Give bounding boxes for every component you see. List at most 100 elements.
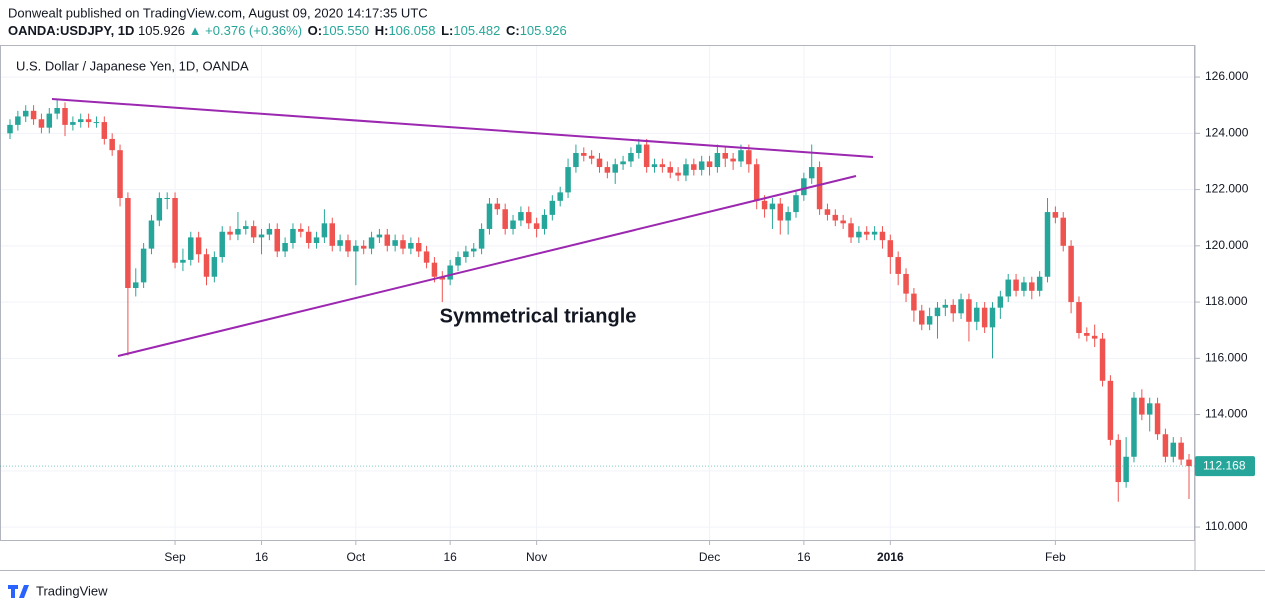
candle-body [659,164,666,168]
candle-body [1076,302,1082,333]
candle-body [463,251,469,258]
grid-layer [0,45,1195,540]
candle-body [816,167,823,210]
candle-body [596,158,603,168]
candle-body [211,257,218,277]
candle-body [62,108,68,125]
candle-body [1021,282,1027,291]
candle-body [7,124,13,134]
candle-body [376,234,383,238]
candle-body [1178,442,1184,460]
candle-body [54,108,60,114]
price: 105.926 [138,23,185,38]
candle-body [258,234,265,238]
candle-body [447,265,453,280]
chart-title: U.S. Dollar / Japanese Yen, 1D, OANDA [16,58,249,73]
candle-body [518,212,524,221]
candle-body [989,307,996,328]
candle-body [93,122,100,124]
candle-body [1060,217,1066,246]
candle-body [15,116,21,125]
y-tick-label: 126.000 [1205,69,1249,83]
candle-body [926,316,933,325]
candle-body [588,155,595,159]
candle-body [1029,282,1035,291]
candle-body [38,119,45,128]
candle-body [180,259,186,263]
change: +0.376 (+0.36%) [205,23,302,38]
candle-body [195,237,202,255]
x-tick-label: Nov [526,550,547,564]
candle-body [345,240,351,252]
candle-body [565,167,571,193]
candle-body [753,164,760,201]
candle-body [824,209,831,215]
arrow: ▲ [189,23,202,38]
candle-body [415,243,422,252]
candle-body [1107,380,1114,440]
candle-body [636,144,642,153]
candle-body [628,153,634,162]
candle-body [903,273,909,294]
candle-body [840,220,846,224]
candle-body [384,234,391,246]
candle-body [305,231,312,243]
candle-body [581,153,587,156]
o-value: 105.550 [322,23,369,38]
candle-body [148,220,155,249]
candle-body [1154,403,1161,435]
candle-body [243,226,249,229]
candle-body [573,153,579,168]
candle-body [942,304,949,308]
candle-body [470,248,477,252]
candle-body [510,220,516,229]
candle-body [274,228,280,252]
candle-body [227,231,233,235]
candle-body [478,228,485,249]
candle-body [997,296,1004,308]
brand: TradingView [36,583,108,598]
x-tick-label: Dec [699,550,720,564]
candle-body [392,240,398,246]
published-line: Donwealt published on TradingView.com, A… [8,5,428,20]
candle-body [329,223,336,246]
x-tick-label: 16 [797,550,811,564]
candle-body [856,231,862,238]
candle-body [785,212,791,221]
annotation: Symmetrical triangle [440,305,637,327]
candle-body [360,245,367,249]
candle-body [298,228,304,232]
candle-body [203,254,210,277]
l-value: 105.482 [453,23,500,38]
candle-body [1099,338,1106,381]
candle-body [266,228,273,235]
candle-body [691,164,697,170]
candle-body [133,282,139,288]
candle-body [1146,403,1153,415]
candle-body [1044,212,1051,277]
y-tick-label: 124.000 [1205,125,1249,139]
candle-body [1131,397,1137,457]
candle-body [1115,439,1122,483]
candle-body [895,257,901,274]
logo[interactable]: TradingView [8,583,108,598]
candle-body [1052,212,1059,218]
candle-body [557,192,563,201]
candle-body [974,307,980,322]
o-label: O: [308,23,322,38]
candle-body [431,262,438,277]
candle-body [423,251,430,263]
candle-body [863,231,870,235]
candle-body [1013,279,1019,291]
c-value: 105.926 [520,23,567,38]
candle-body [1091,335,1098,339]
candle-body [793,195,799,213]
candle-body [109,138,115,151]
h-value: 106.058 [388,23,435,38]
y-tick-label: 120.000 [1205,238,1249,252]
candle-body [934,307,941,317]
y-tick-label: 118.000 [1205,294,1248,308]
candle-body [683,164,689,176]
